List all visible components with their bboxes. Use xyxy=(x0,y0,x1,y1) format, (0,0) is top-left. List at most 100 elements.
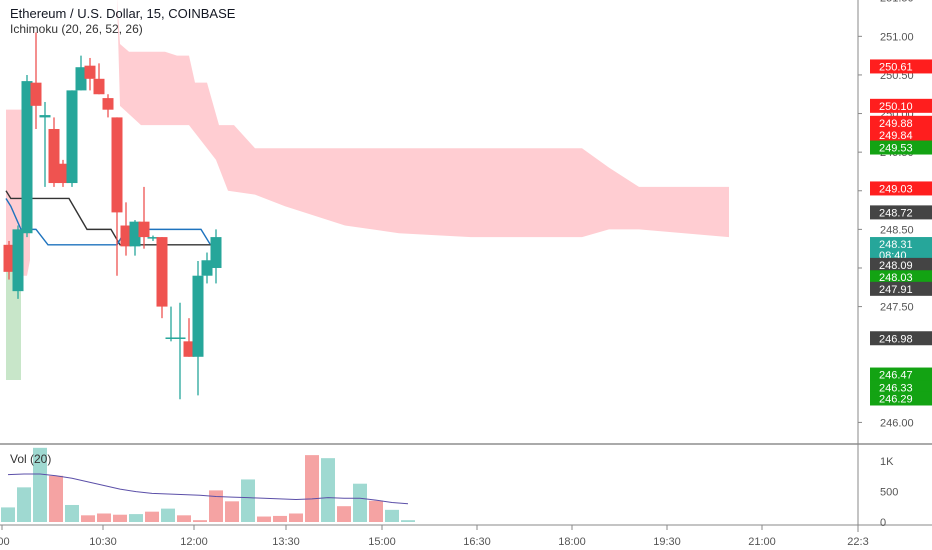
candle-body xyxy=(84,65,96,79)
kijun-sen-line xyxy=(5,190,213,246)
price-tag-label: 250.10 xyxy=(879,101,913,113)
x-tick-label: :00 xyxy=(0,536,10,548)
volume-bar xyxy=(1,507,15,522)
candle-body xyxy=(93,78,105,95)
price-tag-label: 249.84 xyxy=(879,130,913,142)
volume-bar xyxy=(241,479,255,522)
price-tag-label: 249.53 xyxy=(879,143,913,155)
x-tick-label: 21:00 xyxy=(748,536,776,548)
volume-bar xyxy=(177,515,191,522)
volume-bar xyxy=(273,515,287,522)
price-tag xyxy=(870,98,932,113)
candle-body xyxy=(138,221,150,238)
volume-bar xyxy=(209,490,223,522)
x-tick-label: 15:00 xyxy=(368,536,396,548)
candle-body xyxy=(210,237,222,268)
volume-bar xyxy=(193,520,207,522)
volume-bar xyxy=(337,506,351,522)
x-tick-label: 16:30 xyxy=(463,536,491,548)
candle-body xyxy=(147,237,159,239)
price-tag xyxy=(870,237,932,252)
price-tag-label: 248.03 xyxy=(879,272,913,284)
volume-bar xyxy=(17,487,31,522)
price-tag-label: 247.91 xyxy=(879,284,913,296)
tenkan-sen-line xyxy=(5,198,211,246)
volume-bar xyxy=(305,455,319,522)
price-tag xyxy=(870,367,932,382)
candle-body xyxy=(120,225,132,247)
price-tag xyxy=(870,140,932,155)
volume-bars xyxy=(1,447,415,522)
volume-bar xyxy=(369,500,383,522)
volume-bar xyxy=(385,509,399,522)
candle-body xyxy=(48,128,60,184)
volume-tick-label: 1K xyxy=(880,456,894,468)
y-tick-label: 251.00 xyxy=(880,31,914,43)
volume-bar xyxy=(161,508,175,522)
x-tick-label: 12:00 xyxy=(180,536,208,548)
volume-bar xyxy=(81,515,95,522)
candle-body xyxy=(102,98,114,110)
y-tick-label: 251.50 xyxy=(880,0,914,5)
x-tick-label: 18:00 xyxy=(558,536,586,548)
price-tag xyxy=(870,257,932,272)
price-tag xyxy=(870,270,932,285)
volume-bar xyxy=(145,511,159,522)
cloud-future xyxy=(117,0,729,238)
price-tag-label: 248.09 xyxy=(879,260,913,272)
volume-bar xyxy=(321,458,335,522)
volume-bar xyxy=(33,447,47,522)
volume-tick-label: 500 xyxy=(880,487,898,499)
volume-tick-label: 0 xyxy=(880,517,886,529)
candle-body xyxy=(21,81,33,234)
candle-body xyxy=(174,337,186,339)
volume-ma-line xyxy=(7,473,409,505)
cloud-past-bullish xyxy=(6,263,21,380)
price-tag-label: 246.98 xyxy=(879,333,913,345)
indicator-label: Ichimoku (20, 26, 52, 26) xyxy=(10,22,143,36)
candle-body xyxy=(3,244,15,272)
chart-title: Ethereum / U.S. Dollar, 15, COINBASE xyxy=(10,6,236,21)
price-tag xyxy=(870,391,932,406)
candles xyxy=(3,32,222,400)
volume-bar xyxy=(353,483,367,522)
y-tick-label: 247.50 xyxy=(880,302,914,314)
price-tag xyxy=(870,205,932,220)
x-tick-label: 19:30 xyxy=(653,536,681,548)
candle-body xyxy=(129,221,141,247)
candle-body xyxy=(66,90,78,184)
candle-body xyxy=(57,163,69,184)
price-tag xyxy=(870,128,932,143)
volume-bar xyxy=(129,514,143,522)
price-tag-label: 246.47 xyxy=(879,370,913,382)
price-tag-label: 248.72 xyxy=(879,207,913,219)
price-tag xyxy=(870,331,932,346)
price-tag xyxy=(870,281,932,296)
candle-body xyxy=(12,229,24,292)
price-tag xyxy=(870,181,932,196)
candle-body xyxy=(39,115,51,118)
candle-body xyxy=(201,260,213,276)
volume-bar xyxy=(49,475,63,522)
volume-bar xyxy=(97,513,111,522)
y-tick-label: 246.00 xyxy=(880,417,914,429)
volume-bar xyxy=(289,513,303,522)
candle-body xyxy=(165,337,177,339)
volume-label: Vol (20) xyxy=(10,452,52,466)
volume-bar xyxy=(113,514,127,522)
price-tag-label: 246.29 xyxy=(879,393,913,405)
volume-bar xyxy=(65,504,79,522)
ichimoku-lines xyxy=(5,190,213,246)
x-tick-label: 22:3 xyxy=(847,536,868,548)
price-tag-label: 249.03 xyxy=(879,183,913,195)
candle-body xyxy=(192,275,204,357)
volume-bar xyxy=(225,501,239,522)
candle-body xyxy=(75,67,87,91)
candle-body xyxy=(111,117,123,213)
y-tick-label: 248.50 xyxy=(880,224,914,236)
price-tag-label: 249.88 xyxy=(879,118,913,130)
price-tag-label: 250.61 xyxy=(879,61,913,73)
candle-body xyxy=(183,341,195,357)
